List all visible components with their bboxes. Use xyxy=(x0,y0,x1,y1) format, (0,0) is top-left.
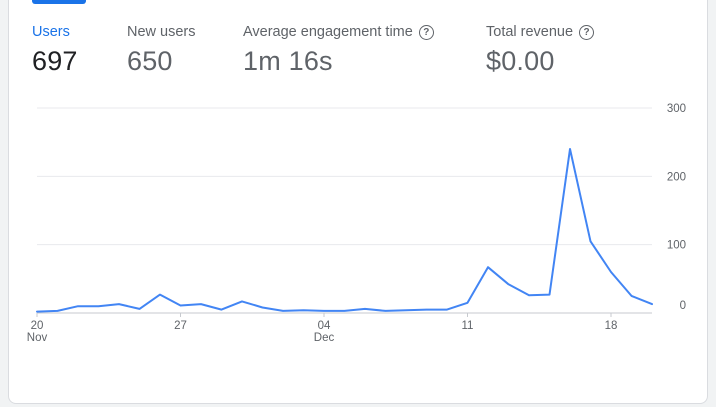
metric-value: 650 xyxy=(127,46,173,76)
metric-value: 697 xyxy=(32,46,78,76)
metric-value: 1m 16s xyxy=(243,46,333,76)
y-tick-label: 300 xyxy=(667,103,686,115)
y-tick-label: 0 xyxy=(680,300,686,312)
help-circle-icon[interactable]: ? xyxy=(418,25,434,40)
metric-label: Total revenue xyxy=(486,24,574,40)
active-tab-indicator xyxy=(32,0,86,4)
metric-label: Users xyxy=(32,24,70,40)
metric-label: Average engagement time xyxy=(243,24,413,40)
x-tick-label: 04 xyxy=(318,320,331,332)
x-tick-month-label: Dec xyxy=(314,332,335,344)
metric-label: New users xyxy=(127,24,196,40)
metric-value: $0.00 xyxy=(486,46,555,76)
x-tick-label: 11 xyxy=(462,320,474,332)
series-line-users xyxy=(36,148,653,313)
help-circle-icon[interactable]: ? xyxy=(579,25,595,40)
x-tick-month-label: Nov xyxy=(27,332,48,344)
y-tick-label: 200 xyxy=(667,171,686,183)
y-tick-label: 100 xyxy=(667,240,686,252)
metric-label-row: Average engagement time? xyxy=(243,24,434,40)
x-tick-label: 18 xyxy=(605,320,618,332)
x-tick-label: 27 xyxy=(174,320,187,332)
x-tick-label: 20 xyxy=(31,320,44,332)
metrics-card: Users 697 New users 650 Average engageme… xyxy=(8,0,708,404)
metric-label-row: Total revenue? xyxy=(486,24,595,40)
